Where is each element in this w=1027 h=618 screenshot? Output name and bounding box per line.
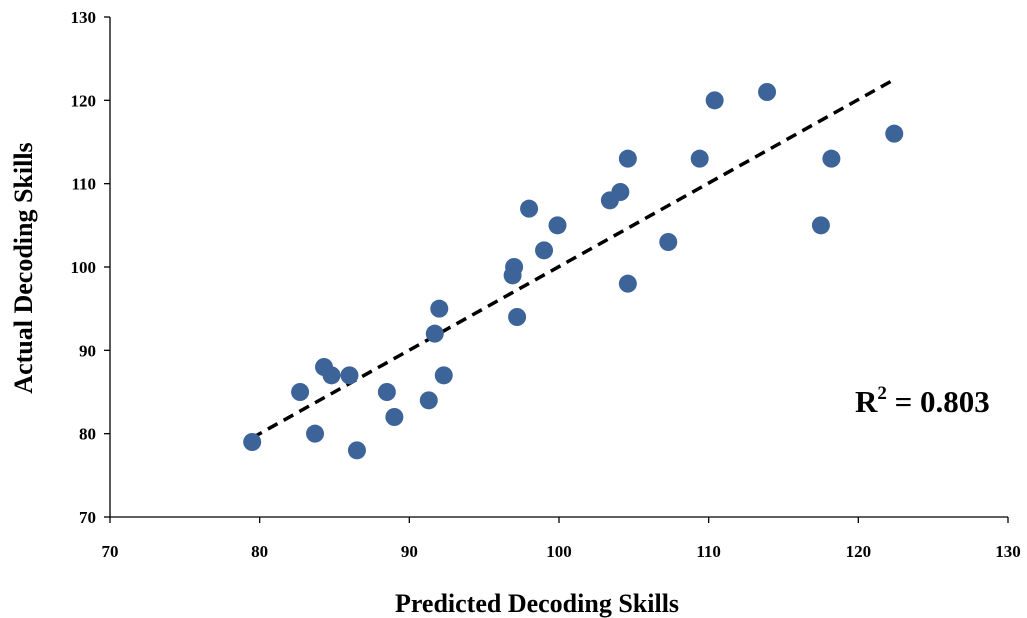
x-axis-title: Predicted Decoding Skills xyxy=(395,589,679,618)
data-point xyxy=(520,199,539,218)
data-points xyxy=(243,83,904,460)
x-tick-label: 120 xyxy=(846,542,872,561)
data-point xyxy=(430,299,449,318)
data-point xyxy=(618,149,637,168)
y-tick-label: 120 xyxy=(71,91,97,110)
data-point xyxy=(291,383,310,401)
x-tick-label: 130 xyxy=(995,542,1021,561)
data-point xyxy=(425,324,444,343)
y-tick-label: 110 xyxy=(71,175,96,194)
r-squared-annotation: R2 = 0.803 xyxy=(855,383,990,419)
data-point xyxy=(385,408,404,426)
data-point xyxy=(322,366,341,385)
data-point xyxy=(690,149,709,168)
y-tick-label: 90 xyxy=(79,341,96,360)
y-tick-label: 80 xyxy=(79,425,96,444)
tick-labels: 70 80 90 100 110 120 130 70 80 90 100 110 120 130 xyxy=(71,8,1021,561)
data-point xyxy=(548,216,567,235)
data-point xyxy=(758,83,777,101)
data-point xyxy=(434,366,453,385)
data-point xyxy=(347,441,366,460)
r-squared-base: R xyxy=(855,384,878,419)
r-squared-superscript: 2 xyxy=(877,383,887,404)
y-axis-title: Actual Decoding Skills xyxy=(9,142,38,393)
data-point xyxy=(885,124,904,143)
data-point xyxy=(419,391,438,410)
data-point xyxy=(822,149,841,168)
x-tick-label: 110 xyxy=(696,542,721,561)
data-point xyxy=(611,183,630,201)
data-point xyxy=(618,274,637,293)
x-tick-label: 70 xyxy=(102,542,119,561)
data-point xyxy=(340,366,359,385)
data-point xyxy=(505,258,524,276)
data-point xyxy=(659,233,678,251)
trendline-group xyxy=(251,77,896,440)
y-tick-label: 100 xyxy=(71,258,97,277)
x-tick-label: 80 xyxy=(251,542,268,561)
r-squared-value: = 0.803 xyxy=(887,384,990,419)
axes xyxy=(104,16,1009,523)
data-point xyxy=(705,91,724,110)
data-point xyxy=(811,216,830,235)
x-tick-label: 100 xyxy=(546,542,572,561)
data-point xyxy=(508,308,527,326)
y-tick-label: 70 xyxy=(79,508,96,527)
data-point xyxy=(243,433,262,451)
data-point xyxy=(306,424,325,443)
y-tick-label: 130 xyxy=(71,8,97,27)
x-tick-label: 90 xyxy=(401,542,418,561)
data-point xyxy=(377,383,396,401)
trendline xyxy=(251,77,896,440)
data-point xyxy=(535,241,554,260)
